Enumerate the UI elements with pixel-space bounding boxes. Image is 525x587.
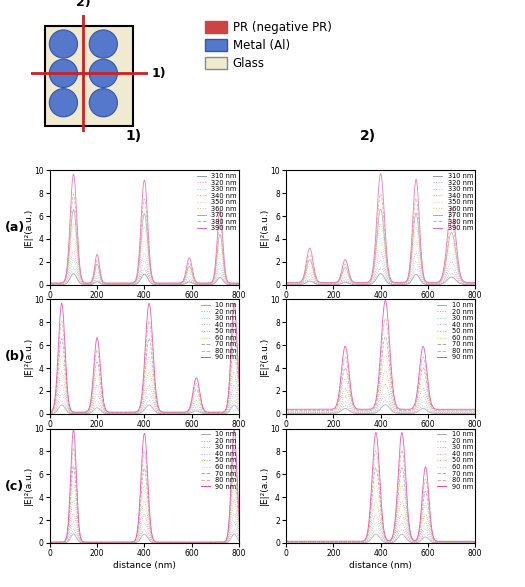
- X-axis label: distance (nm): distance (nm): [113, 561, 176, 570]
- Y-axis label: |E|²(a.u.): |E|²(a.u.): [260, 466, 269, 505]
- Circle shape: [49, 59, 78, 87]
- Text: 2): 2): [360, 129, 375, 143]
- Legend: 10 nm, 20 nm, 30 nm, 40 nm, 50 nm, 60 nm, 70 nm, 80 nm, 90 nm: 10 nm, 20 nm, 30 nm, 40 nm, 50 nm, 60 nm…: [200, 431, 237, 490]
- X-axis label: distance (nm): distance (nm): [349, 561, 412, 570]
- Legend: 10 nm, 20 nm, 30 nm, 40 nm, 50 nm, 60 nm, 70 nm, 80 nm, 90 nm: 10 nm, 20 nm, 30 nm, 40 nm, 50 nm, 60 nm…: [200, 302, 237, 361]
- Circle shape: [49, 89, 78, 117]
- Legend: PR (negative PR), Metal (Al), Glass: PR (negative PR), Metal (Al), Glass: [205, 21, 331, 70]
- Legend: 310 nm, 320 nm, 330 nm, 340 nm, 350 nm, 360 nm, 370 nm, 380 nm, 390 nm: 310 nm, 320 nm, 330 nm, 340 nm, 350 nm, …: [432, 173, 474, 232]
- Y-axis label: |E|²(a.u.): |E|²(a.u.): [260, 337, 269, 376]
- Text: 2): 2): [76, 0, 91, 9]
- X-axis label: distance (nm): distance (nm): [349, 303, 412, 312]
- Text: (c): (c): [5, 480, 24, 492]
- Text: (b): (b): [5, 350, 26, 363]
- Circle shape: [49, 30, 78, 58]
- Text: 1): 1): [152, 67, 166, 80]
- Y-axis label: |E|²(a.u.): |E|²(a.u.): [24, 466, 33, 505]
- Legend: 310 nm, 320 nm, 330 nm, 340 nm, 350 nm, 360 nm, 370 nm, 380 nm, 390 nm: 310 nm, 320 nm, 330 nm, 340 nm, 350 nm, …: [196, 173, 237, 232]
- Legend: 10 nm, 20 nm, 30 nm, 40 nm, 50 nm, 60 nm, 70 nm, 80 nm, 90 nm: 10 nm, 20 nm, 30 nm, 40 nm, 50 nm, 60 nm…: [436, 431, 474, 490]
- Circle shape: [89, 89, 118, 117]
- Y-axis label: |E|²(a.u.): |E|²(a.u.): [260, 208, 269, 247]
- X-axis label: distance (nm): distance (nm): [113, 303, 176, 312]
- Legend: 10 nm, 20 nm, 30 nm, 40 nm, 50 nm, 60 nm, 70 nm, 80 nm, 90 nm: 10 nm, 20 nm, 30 nm, 40 nm, 50 nm, 60 nm…: [436, 302, 474, 361]
- Y-axis label: |E|²(a.u.): |E|²(a.u.): [24, 337, 33, 376]
- Circle shape: [89, 30, 118, 58]
- Y-axis label: |E|²(a.u.): |E|²(a.u.): [24, 208, 33, 247]
- Text: 1): 1): [126, 129, 142, 143]
- Text: (a): (a): [5, 221, 26, 234]
- X-axis label: distance (nm): distance (nm): [349, 432, 412, 441]
- X-axis label: distance (nm): distance (nm): [113, 432, 176, 441]
- Circle shape: [89, 59, 118, 87]
- FancyBboxPatch shape: [45, 26, 133, 126]
